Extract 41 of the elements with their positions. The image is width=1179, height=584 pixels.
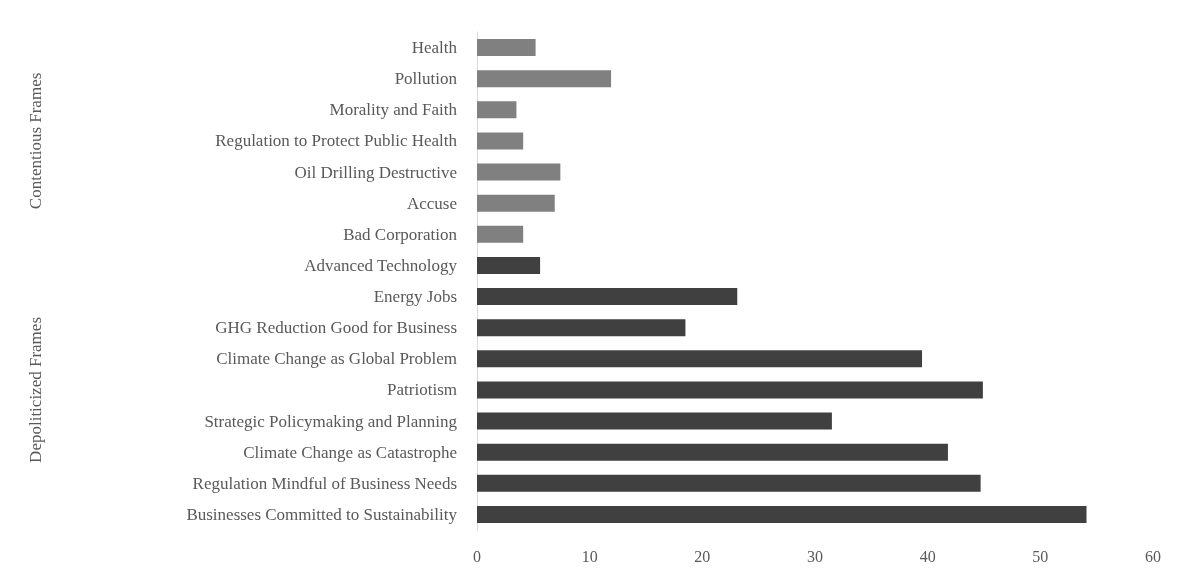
y-tick-label: Regulation Mindful of Business Needs — [192, 473, 457, 493]
bar — [477, 381, 983, 399]
x-tick-label: 0 — [473, 547, 481, 565]
bar — [477, 350, 923, 368]
bar — [477, 194, 555, 212]
y-tick-label: Oil Drilling Destructive — [294, 162, 457, 182]
bar — [477, 256, 541, 274]
x-tick-label: 60 — [1145, 547, 1161, 565]
bar — [477, 70, 612, 88]
x-tick-label: 20 — [694, 547, 711, 565]
y-tick-label: Advanced Technology — [304, 255, 458, 275]
bar — [477, 163, 561, 181]
y-tick-label: Accuse — [406, 193, 457, 213]
y-tick-label: GHG Reduction Good for Business — [215, 318, 457, 338]
bar — [477, 132, 524, 150]
x-tick-label: 30 — [807, 547, 823, 565]
bar — [477, 225, 524, 243]
y-tick-label: Strategic Policymaking and Planning — [204, 411, 458, 431]
y-tick-label: Morality and Faith — [329, 100, 458, 120]
x-tick-label: 50 — [1032, 547, 1049, 565]
bar — [477, 505, 1087, 523]
x-tick-label: 40 — [919, 547, 936, 565]
bar — [477, 101, 517, 119]
bar — [477, 319, 686, 337]
bar — [477, 474, 981, 492]
text: Contentious Frames — [25, 72, 45, 210]
text: Depoliticized Frames — [25, 317, 45, 463]
x-tick-label: 10 — [581, 547, 598, 565]
y-tick-label: Bad Corporation — [343, 224, 458, 244]
y-tick-label: Climate Change as Catastrophe — [243, 442, 457, 462]
y-tick-label: Health — [411, 38, 458, 58]
bar — [477, 39, 536, 57]
y-tick-label: Energy Jobs — [373, 287, 457, 307]
y-tick-label: Climate Change as Global Problem — [216, 349, 457, 369]
bar — [477, 443, 948, 461]
y-tick-label: Patriotism — [387, 380, 457, 400]
bar — [477, 288, 738, 306]
y-tick-label: Businesses Committed to Sustainability — [186, 504, 458, 524]
y-tick-label: Regulation to Protect Public Health — [215, 131, 458, 151]
y-tick-label: Pollution — [394, 69, 458, 89]
bar — [477, 412, 832, 430]
